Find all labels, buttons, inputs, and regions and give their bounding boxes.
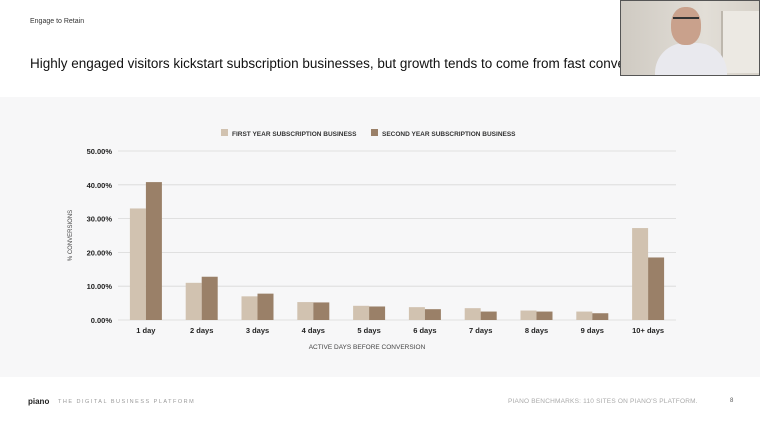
chart-panel: 0.00% 10.00% 20.00% 30.00% 40.00% 50.00% 1 day…	[0, 97, 760, 377]
x-tick-label: 7 days	[469, 326, 492, 335]
x-axis-label: ACTIVE DAYS BEFORE CONVERSION	[309, 344, 426, 351]
footer-source: PIANO BENCHMARKS: 110 SITES ON PIANO'S P…	[508, 398, 698, 405]
bar	[592, 313, 609, 320]
bar	[201, 276, 218, 320]
y-tick-label: 10.00%	[87, 282, 113, 291]
legend-swatch	[221, 129, 228, 136]
y-tick-label: 40.00%	[87, 181, 113, 190]
y-tick-label: 20.00%	[87, 248, 113, 257]
x-tick-label: 4 days	[302, 326, 325, 335]
bar-chart: 0.00% 10.00% 20.00% 30.00% 40.00% 50.00% 1 day…	[68, 129, 676, 351]
bar	[464, 308, 481, 320]
y-axis-label: % CONVERSIONS	[68, 210, 74, 261]
bar	[480, 311, 497, 320]
y-tick-label: 30.00%	[87, 215, 113, 224]
bar	[648, 257, 665, 320]
x-tick-label: 6 days	[413, 326, 436, 335]
y-tick-label: 50.00%	[87, 147, 113, 156]
bar	[576, 311, 593, 320]
legend-label: FIRST YEAR SUBSCRIPTION BUSINESS	[232, 131, 357, 138]
page-number: 8	[730, 398, 734, 404]
legend-swatch	[371, 129, 378, 136]
y-tick-label: 0.00%	[91, 316, 113, 325]
x-tick-label: 9 days	[581, 326, 604, 335]
bar	[185, 282, 202, 320]
x-tick-label: 1 day	[136, 326, 156, 335]
bar	[241, 296, 258, 320]
bar	[129, 208, 146, 320]
video-shelf	[721, 11, 759, 73]
bar	[297, 302, 314, 320]
presenter-body	[655, 43, 727, 75]
presenter-head	[671, 7, 701, 45]
section-label: Engage to Retain	[30, 18, 85, 25]
bar	[520, 310, 537, 320]
bar	[257, 293, 274, 320]
bar	[424, 309, 441, 320]
x-tick-label: 2 days	[190, 326, 213, 335]
presenter-glasses	[673, 17, 699, 25]
bar	[353, 305, 370, 320]
piano-logo: piano	[28, 397, 50, 406]
bar	[369, 306, 386, 320]
x-tick-label: 10+ days	[632, 326, 664, 335]
bar	[408, 307, 425, 320]
x-tick-label: 3 days	[246, 326, 269, 335]
slide-headline: Highly engaged visitors kickstart subscr…	[30, 56, 626, 71]
x-tick-label: 8 days	[525, 326, 548, 335]
footer-tagline: THE DIGITAL BUSINESS PLATFORM	[58, 399, 196, 405]
legend-label: SECOND YEAR SUBSCRIPTION BUSINESS	[382, 131, 516, 138]
bar	[536, 311, 553, 320]
bar	[145, 182, 162, 320]
bar	[632, 228, 649, 320]
bar	[313, 302, 330, 320]
x-tick-label: 5 days	[357, 326, 380, 335]
presenter-video-thumbnail[interactable]	[620, 0, 760, 76]
